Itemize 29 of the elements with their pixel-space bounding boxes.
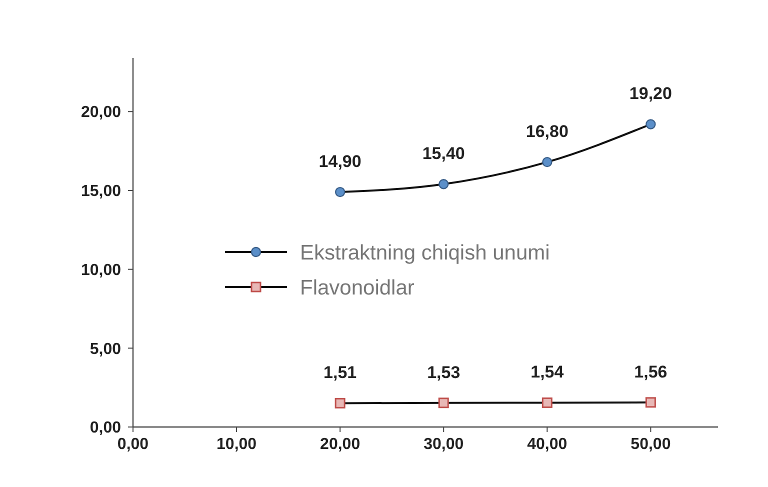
data-label: 1,54 [530,362,564,382]
data-label: 15,40 [422,144,465,164]
y-tick-label: 0,00 [90,420,122,437]
point [542,156,552,168]
x-tick-label: 40,00 [527,436,568,453]
x-tick-label: 10,00 [216,436,257,453]
y-tick-label: 5,00 [90,340,122,358]
point [438,398,449,408]
data-label: 14,90 [318,152,362,172]
point [334,398,346,408]
legend-label: Flavonoidlar [300,276,414,300]
x-tick-label: 20,00 [320,436,360,453]
y-tick-label: 15,00 [80,183,122,200]
data-label: 16,80 [526,122,568,142]
data-label: 19,20 [629,84,672,104]
x-tick-label: 0,00 [117,436,149,453]
point [645,397,656,408]
y-tick-label: 10,00 [80,262,122,279]
data-label: 1,56 [634,362,668,382]
point [542,397,552,408]
data-label: 1,51 [324,363,357,382]
point [334,186,346,198]
y-tick-label: 20,00 [80,104,122,122]
data-label: 1,53 [427,362,460,382]
point [646,119,656,130]
x-tick-label: 50,00 [630,436,671,453]
legend-label: Ekstraktning chiqish unumi [300,241,550,264]
x-tick-label: 30,00 [424,436,464,453]
point [438,179,449,190]
